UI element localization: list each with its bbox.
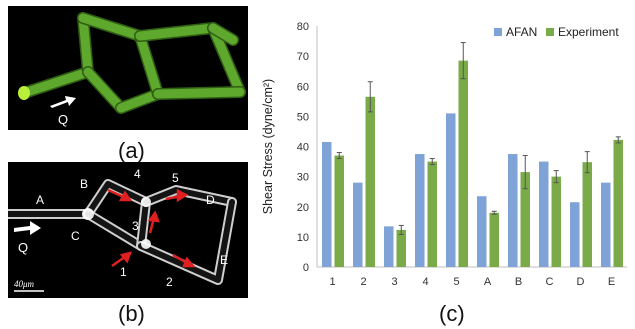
tube-segment [78, 13, 145, 41]
tube-segment [19, 67, 93, 98]
x-tick-label: 5 [453, 276, 459, 288]
tube-segment [78, 13, 93, 77]
bar-afan-B [508, 154, 518, 267]
tube-network-render: Q [18, 12, 246, 127]
y-tick-label: 30 [297, 172, 309, 184]
y-tick-label: 20 [297, 202, 309, 214]
tube-segment [116, 89, 163, 113]
bar-afan-E [601, 182, 611, 267]
bar-experiment-B [520, 172, 530, 267]
bar-experiment-5 [458, 60, 468, 267]
panel-b-label: (b) [118, 301, 145, 326]
bar-experiment-3 [396, 229, 406, 267]
channel-lumen [143, 187, 235, 205]
x-tick-label: E [608, 276, 615, 288]
node-label: D [206, 193, 215, 207]
panel-a-label: (a) [118, 138, 145, 163]
bar-experiment-4 [427, 161, 437, 267]
tube-segment [135, 31, 163, 99]
tube-segment [135, 23, 218, 41]
bar-experiment-A [489, 212, 499, 267]
x-tick-label: D [577, 276, 585, 288]
node-label: 2 [166, 275, 173, 289]
x-tick-label: 2 [360, 276, 366, 288]
legend-swatch [494, 28, 502, 36]
node-label: 1 [120, 265, 127, 279]
x-tick-label: 3 [391, 276, 397, 288]
y-tick-label: 50 [297, 111, 309, 123]
y-tick-label: 10 [297, 232, 309, 244]
legend-label: Experiment [558, 25, 619, 39]
x-tick-label: C [546, 276, 554, 288]
node-label: 3 [132, 219, 139, 233]
bar-afan-A [477, 196, 487, 267]
flow-arrows [107, 188, 196, 268]
y-tick-label: 70 [297, 51, 309, 63]
x-tick-label: 1 [329, 276, 335, 288]
scale-label: 40μm [14, 279, 35, 289]
channel-lumen [85, 211, 144, 249]
bar-afan-D [570, 202, 580, 267]
junction-glow [141, 197, 151, 207]
tube-segment [83, 67, 126, 113]
bar-experiment-2 [365, 96, 375, 267]
x-tick-label: A [484, 276, 492, 288]
microchannel-image: Q A B C 1 2 3 4 5 D E 40μm [3, 167, 237, 292]
flow-arrow-icon [50, 96, 76, 108]
y-axis-label: Shear Stress (dyne/cm²) [261, 79, 275, 214]
bar-afan-4 [415, 154, 425, 267]
junction-glow [82, 208, 94, 220]
node-label: 4 [134, 167, 141, 181]
tube-segment [208, 23, 245, 97]
legend-label: AFAN [506, 25, 537, 39]
x-tick-label: B [515, 276, 522, 288]
bar-experiment-E [613, 139, 623, 267]
tube-segment [153, 87, 245, 99]
channel-lumen [138, 199, 235, 283]
flow-label-b: Q [18, 240, 28, 255]
bar-afan-3 [384, 226, 394, 267]
bar-experiment-1 [334, 155, 344, 267]
flow-label-a: Q [58, 112, 68, 127]
y-tick-label: 40 [297, 142, 309, 154]
shear-stress-chart: 0 10 20 30 40 50 60 70 80 Shear Stress (dyne/cm²)… [261, 21, 627, 288]
flow-arrow-icon [14, 221, 41, 235]
channel-lumen [138, 199, 149, 249]
y-tick-label: 60 [297, 81, 309, 93]
node-label: E [220, 253, 228, 267]
panel-c-label: (c) [439, 301, 465, 326]
tube-segment [208, 23, 238, 45]
node-label: B [80, 177, 88, 191]
node-label: A [36, 193, 44, 207]
bar-afan-C [539, 161, 549, 267]
bar-experiment-C [551, 176, 561, 267]
node-label: C [71, 229, 80, 243]
y-tick-label: 0 [303, 262, 309, 274]
bar-experiment-D [582, 162, 592, 267]
junction-glow [141, 239, 151, 249]
bar-afan-2 [353, 182, 363, 267]
panel-b-image: Q A B C 1 2 3 4 5 D E 40μm [3, 162, 248, 298]
inlet-cap [18, 86, 30, 100]
channel-lumen [85, 181, 149, 217]
y-tick-label: 80 [297, 21, 309, 33]
bar-afan-1 [322, 141, 332, 267]
legend-swatch [546, 28, 554, 36]
panel-a-image: Q [8, 6, 248, 130]
node-label: 5 [172, 171, 179, 185]
bar-afan-5 [446, 113, 456, 267]
x-tick-label: 4 [422, 276, 428, 288]
